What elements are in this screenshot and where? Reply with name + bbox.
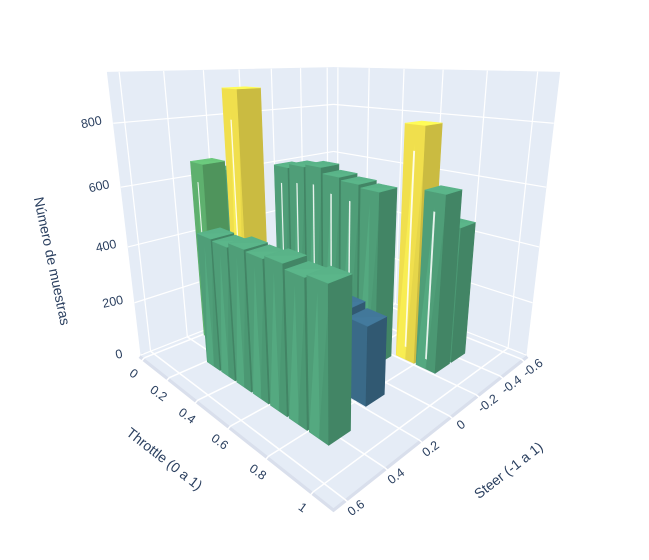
grid-line	[394, 68, 405, 304]
x-tick-label: 0	[127, 366, 141, 381]
bar-face-shadow	[425, 218, 445, 374]
x-tick-label: 0.8	[247, 461, 269, 483]
tick-mark	[520, 358, 529, 366]
tick-mark	[448, 415, 457, 423]
bar-top-face	[340, 176, 377, 185]
tick-mark	[162, 377, 170, 386]
y-axis-title: Steer (-1 a 1)	[471, 438, 546, 501]
grid-line	[312, 347, 509, 493]
bar-top-highlight	[405, 123, 443, 126]
bar-top-face	[228, 236, 268, 250]
z-tick-label: 600	[87, 177, 110, 195]
bar-top-highlight	[424, 189, 462, 195]
bar-top-face	[264, 248, 307, 264]
bar-top-highlight	[221, 87, 261, 89]
tick-mark	[343, 498, 352, 506]
x-tick-label: 0.4	[176, 405, 198, 427]
bar	[306, 265, 353, 446]
tick-mark	[499, 375, 508, 383]
bar-top-highlight	[306, 274, 353, 284]
bar-side-face	[365, 316, 388, 407]
bar-slit	[404, 150, 416, 348]
grid-line	[118, 71, 152, 352]
bar-top-face	[306, 265, 353, 284]
tick-mark	[383, 466, 392, 475]
bar	[346, 308, 388, 407]
tick-mark	[191, 399, 199, 408]
bar-slit	[425, 211, 436, 360]
bar-face-highlight	[416, 205, 435, 370]
bar-top-face	[322, 169, 358, 178]
grid-line	[333, 103, 554, 124]
z-tick-label: 400	[94, 237, 117, 255]
tick-mark	[475, 394, 484, 402]
bar-face-shadow	[318, 304, 329, 446]
bar-top-highlight	[341, 180, 377, 185]
bar-top-face	[360, 183, 398, 193]
bar-face-highlight	[270, 271, 280, 412]
tick-mark	[306, 491, 314, 500]
bar-side-face	[327, 273, 353, 446]
x-tick-label: 1	[296, 500, 310, 515]
x-axis-title: Throttle (0 a 1)	[123, 424, 205, 493]
bar-top-highlight	[322, 173, 358, 178]
bar-top-face	[197, 227, 235, 240]
bar-face-highlight	[253, 266, 262, 399]
bar-top-highlight	[228, 242, 268, 250]
tick-mark	[261, 455, 270, 464]
bar-top-face	[190, 158, 225, 165]
bar-face-highlight	[220, 254, 229, 377]
bar-top-highlight	[190, 161, 225, 165]
grid-line	[150, 350, 345, 500]
bar-face-highlight	[309, 291, 320, 440]
bar-face-highlight	[236, 256, 245, 388]
tick-mark	[137, 357, 145, 366]
bar-top-face	[221, 86, 261, 90]
bar-top-face	[347, 308, 388, 327]
z-axis-title: Número de muestras	[31, 195, 74, 326]
z-tick-label: 200	[101, 293, 124, 311]
grid-line	[507, 71, 539, 349]
grid-line	[163, 70, 188, 337]
tick-mark	[418, 439, 427, 447]
bar	[415, 185, 463, 374]
x-tick-label: 0.2	[147, 383, 169, 405]
bar-top-highlight	[197, 233, 234, 240]
bar-top-highlight	[264, 255, 307, 264]
bar-face-shadow	[404, 157, 425, 364]
bar-face-shadow	[298, 297, 308, 431]
tick-mark	[223, 425, 231, 434]
bar-face-shadow	[278, 283, 288, 417]
z-tick-label: 800	[80, 113, 103, 131]
y-tick-label: 0	[454, 417, 468, 432]
bar-top-face	[404, 120, 443, 126]
bar-face-highlight	[289, 284, 299, 425]
bar-top-highlight	[360, 187, 397, 193]
bar-face-highlight	[204, 246, 215, 367]
bar-top-highlight	[305, 164, 339, 168]
bar-top-face	[305, 160, 340, 168]
bar-top-highlight	[347, 316, 387, 327]
bar-face-shadow	[260, 277, 269, 404]
bar-top-face	[424, 185, 463, 195]
z-tick-label: 0	[114, 347, 124, 362]
bar-face-highlight	[396, 142, 415, 360]
x-tick-label: 0.6	[209, 431, 231, 453]
